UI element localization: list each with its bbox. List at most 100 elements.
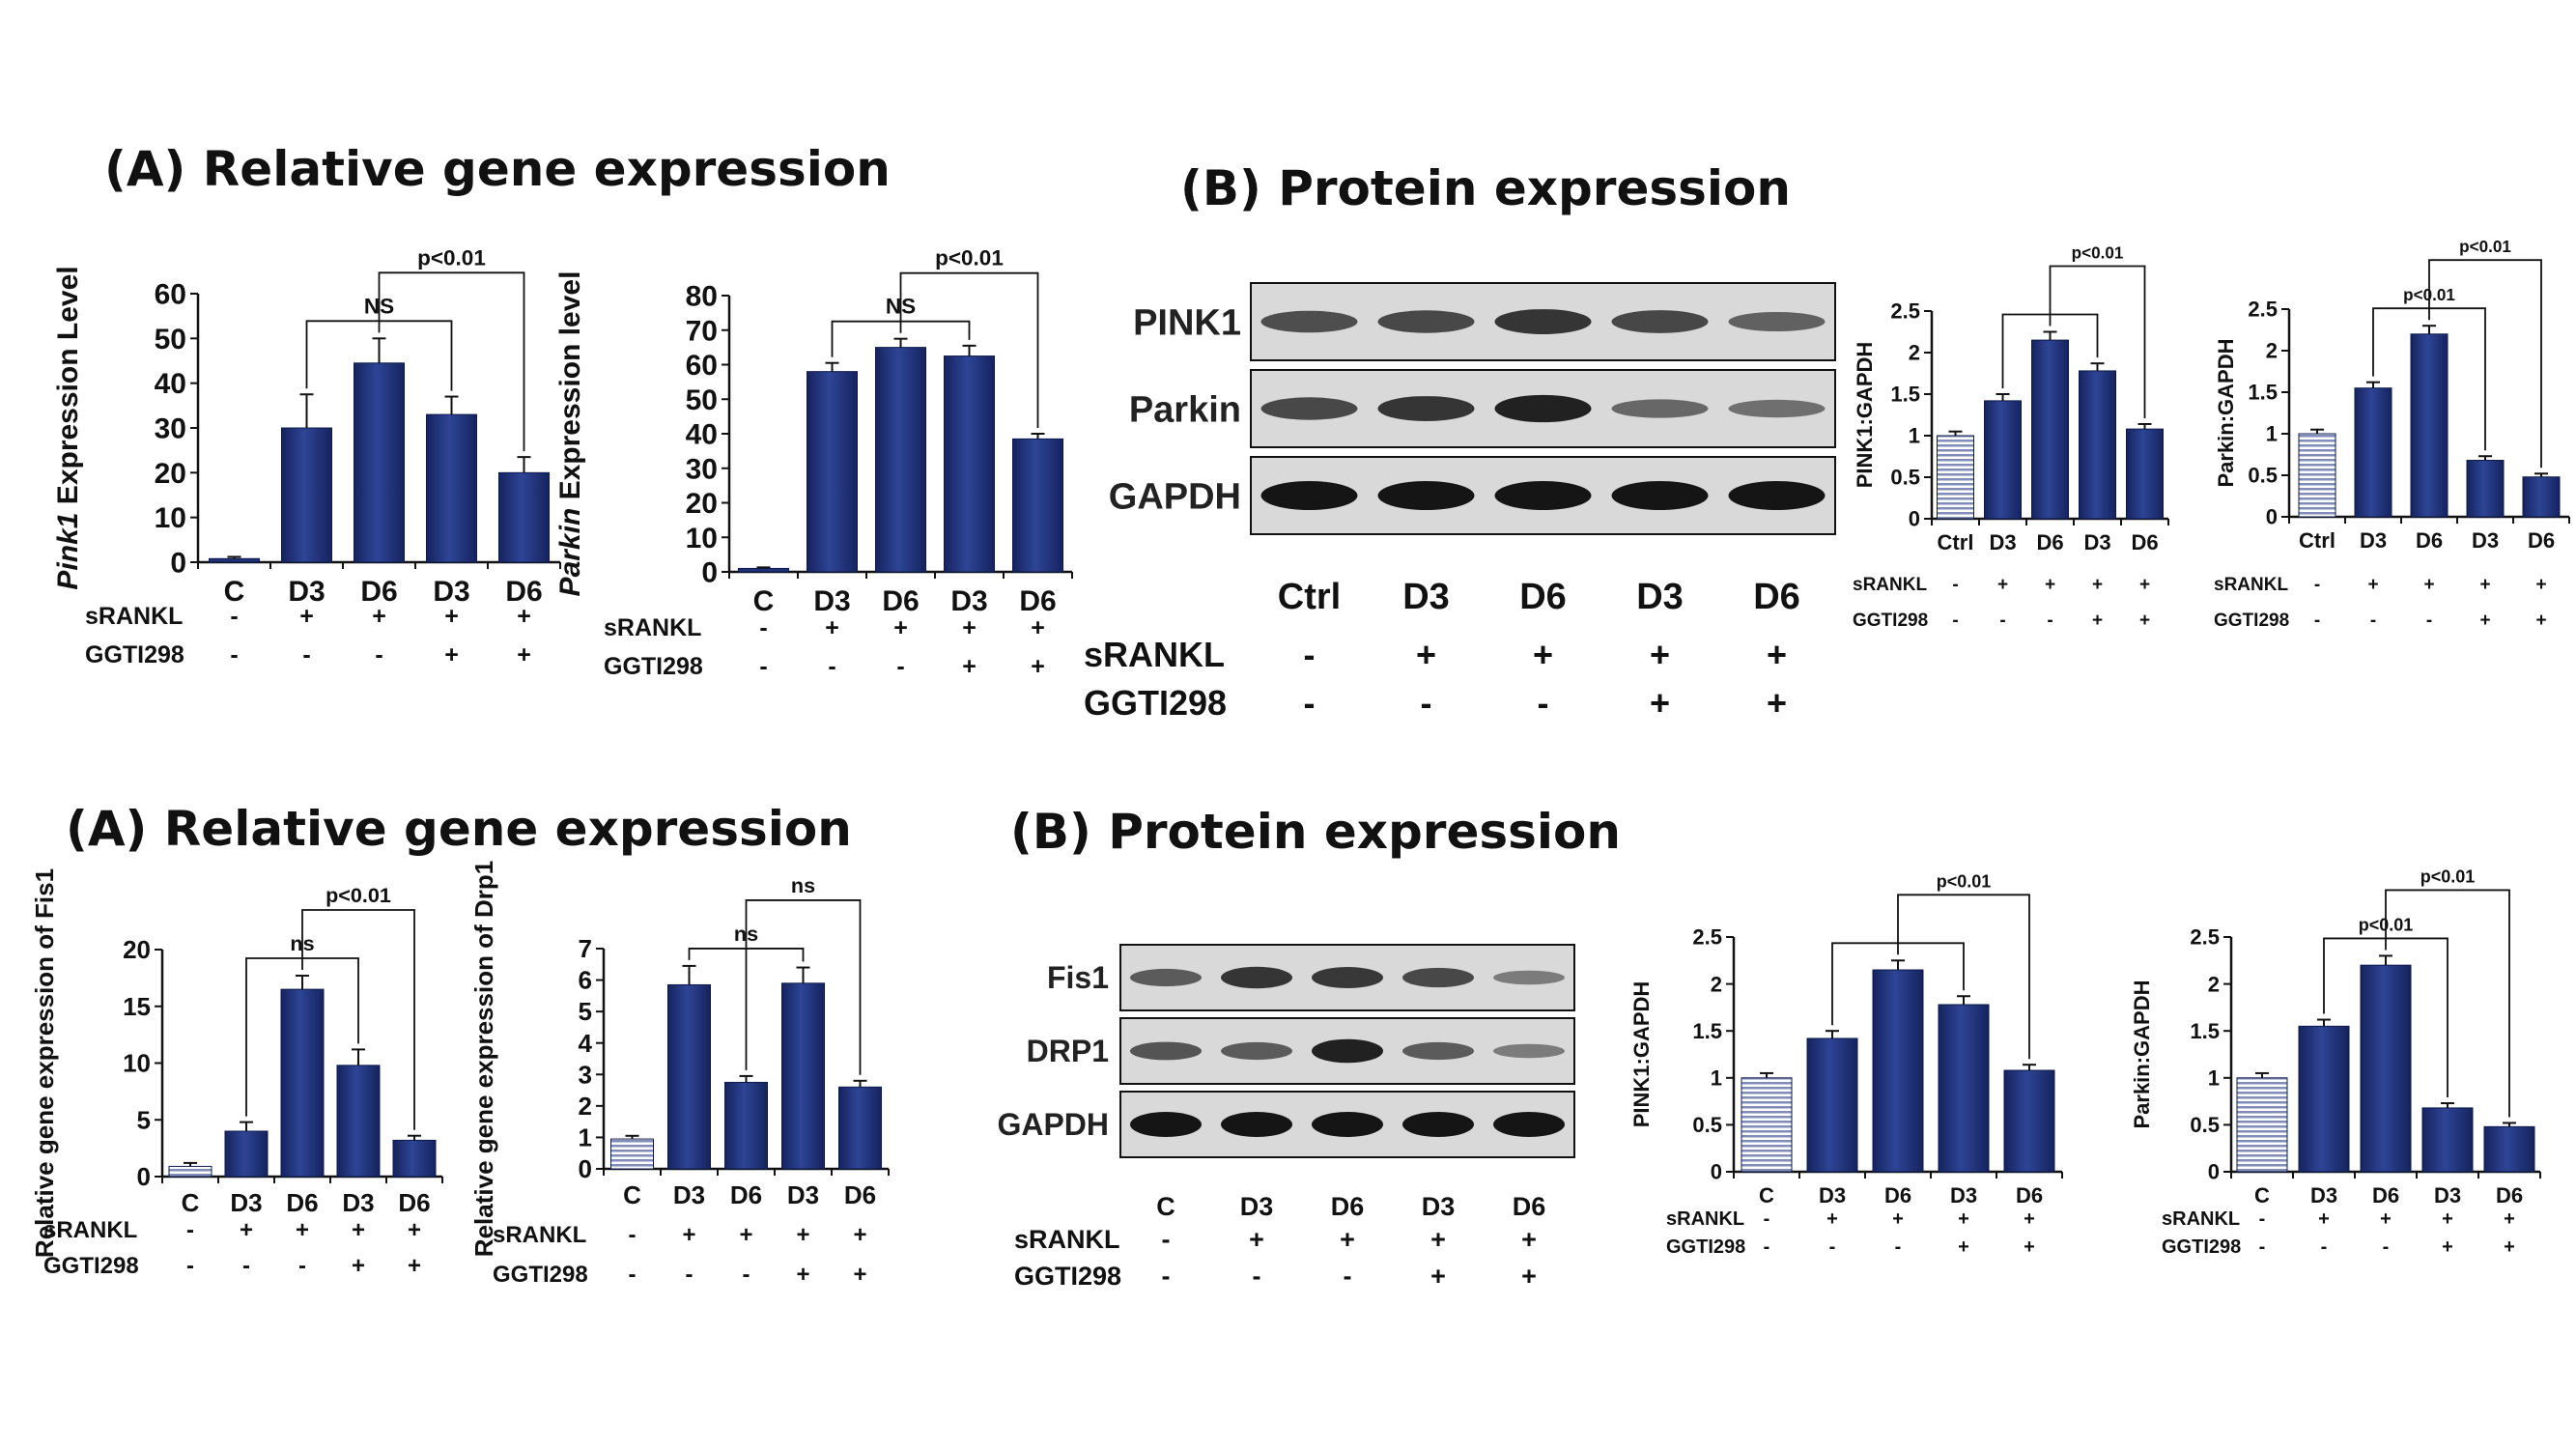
- y-tick-label: 1: [1909, 424, 1920, 448]
- y-tick-label: 0.5: [2248, 464, 2278, 488]
- treatment-sign: +: [1521, 1262, 1537, 1291]
- significance-bracket: [1897, 894, 2030, 1060]
- treatment-sign: +: [517, 641, 531, 668]
- treatment-label: GGTI298: [604, 653, 703, 680]
- bar: [738, 567, 789, 573]
- treatment-sign: -: [629, 1262, 637, 1288]
- y-tick-label: 2: [1909, 341, 1920, 365]
- category-label: C: [182, 1188, 200, 1217]
- y-tick-label: 0: [701, 557, 718, 589]
- y-tick-label: 50: [686, 384, 718, 416]
- significance-label: ns: [791, 873, 815, 897]
- y-tick-label: 80: [686, 281, 718, 313]
- blot-band: [1494, 394, 1592, 423]
- panel-title-top-b: (B) Protein expression: [1180, 160, 1791, 216]
- blot-band: [1130, 968, 1202, 987]
- chart-fis1-expression: 0 5 10 15 20 C D3 D6 D3 D6 sRANKL - + + + + GGTI298 - - - + +…: [30, 868, 443, 1279]
- category-label: D6: [505, 576, 542, 608]
- lane-label: D3: [1422, 1192, 1456, 1221]
- treatment-sign: +: [739, 1222, 752, 1248]
- y-tick-label: 60: [686, 350, 718, 382]
- y-tick-label: 1: [2208, 1066, 2220, 1091]
- treatment-sign: +: [1340, 1225, 1355, 1254]
- treatment-sign: +: [1767, 635, 1787, 674]
- bar: [1872, 969, 1924, 1173]
- blot-band: [1402, 1041, 1474, 1061]
- bar: [1938, 1004, 1990, 1173]
- category-label: D3: [2434, 1183, 2461, 1208]
- treatment-sign: +: [1031, 614, 1045, 641]
- treatment-sign: -: [629, 1222, 637, 1248]
- bar: [1806, 1037, 1858, 1173]
- category-label: D6: [360, 576, 397, 608]
- treatment-sign: +: [962, 614, 977, 641]
- bar: [2360, 964, 2412, 1173]
- bar: [498, 471, 550, 563]
- blot-row-label: PINK1: [1133, 302, 1241, 343]
- lane-label: Ctrl: [1278, 577, 1341, 617]
- category-label: C: [623, 1180, 641, 1209]
- y-tick-label: 0: [170, 548, 186, 580]
- category-label: D6: [2016, 1183, 2043, 1208]
- treatment-sign: +: [796, 1222, 809, 1248]
- lane-label: D3: [1240, 1192, 1274, 1221]
- treatment-sign: -: [1764, 1208, 1770, 1230]
- treatment-sign: +: [796, 1262, 809, 1288]
- treatment-sign: +: [2535, 611, 2546, 631]
- y-tick-label: 0: [1711, 1160, 1722, 1184]
- blot-band: [1494, 309, 1592, 334]
- treatment-label: sRANKL: [1084, 635, 1225, 674]
- treatment-label: sRANKL: [85, 603, 183, 630]
- treatment-sign: -: [1999, 611, 2005, 631]
- blot-row-label: GAPDH: [1109, 476, 1241, 517]
- treatment-sign: +: [2479, 575, 2490, 595]
- treatment-label: sRANKL: [604, 614, 701, 641]
- treatment-sign: +: [853, 1222, 866, 1248]
- lane-label: D6: [1513, 1192, 1546, 1221]
- category-label: D3: [288, 576, 325, 608]
- treatment-sign: +: [893, 614, 908, 641]
- significance-label: p<0.01: [2459, 238, 2511, 256]
- blot-row-label: Fis1: [1047, 960, 1109, 995]
- category-label: D3: [1950, 1183, 1977, 1208]
- treatment-sign: -: [2314, 575, 2320, 595]
- category-label: D3: [950, 585, 987, 617]
- treatment-sign: +: [1826, 1208, 1838, 1230]
- treatment-sign: -: [186, 1217, 194, 1243]
- y-tick-label: 40: [155, 368, 186, 400]
- treatment-sign: +: [2139, 611, 2150, 631]
- treatment-sign: +: [1892, 1208, 1904, 1230]
- y-tick-label: 2.5: [1692, 925, 1722, 950]
- bar: [1984, 400, 2022, 520]
- bar: [2466, 460, 2505, 518]
- y-axis-label: Parkin:GAPDH: [2130, 980, 2154, 1128]
- treatment-label: sRANKL: [1853, 575, 1927, 595]
- treatment-sign: +: [2504, 1208, 2515, 1230]
- treatment-sign: -: [1764, 1236, 1770, 1258]
- y-tick-label: 10: [155, 502, 186, 534]
- bar: [610, 1138, 654, 1170]
- treatment-sign: +: [2442, 1208, 2453, 1230]
- treatment-sign: +: [1767, 683, 1787, 723]
- bar: [2126, 428, 2164, 520]
- category-label: C: [224, 576, 245, 608]
- blot-band: [1493, 970, 1565, 985]
- treatment-sign: -: [1952, 575, 1958, 595]
- treatment-sign: -: [230, 641, 238, 668]
- y-tick-label: 1.5: [2190, 1019, 2220, 1043]
- lane-label: D6: [1331, 1192, 1365, 1221]
- treatment-label: GGTI298: [85, 641, 184, 668]
- y-tick-label: 0.5: [1890, 466, 1920, 490]
- bar: [2354, 387, 2392, 518]
- treatment-sign: +: [682, 1222, 695, 1248]
- bar: [667, 983, 711, 1170]
- treatment-sign: +: [2367, 575, 2378, 595]
- category-label: D6: [286, 1188, 318, 1217]
- treatment-sign: -: [2370, 611, 2376, 631]
- category-label: D6: [2528, 528, 2555, 553]
- treatment-label: GGTI298: [1853, 611, 1928, 631]
- y-tick-label: 20: [123, 935, 151, 964]
- treatment-label: GGTI298: [2214, 611, 2289, 631]
- blot-band: [1728, 399, 1826, 418]
- treatment-sign: -: [1952, 611, 1958, 631]
